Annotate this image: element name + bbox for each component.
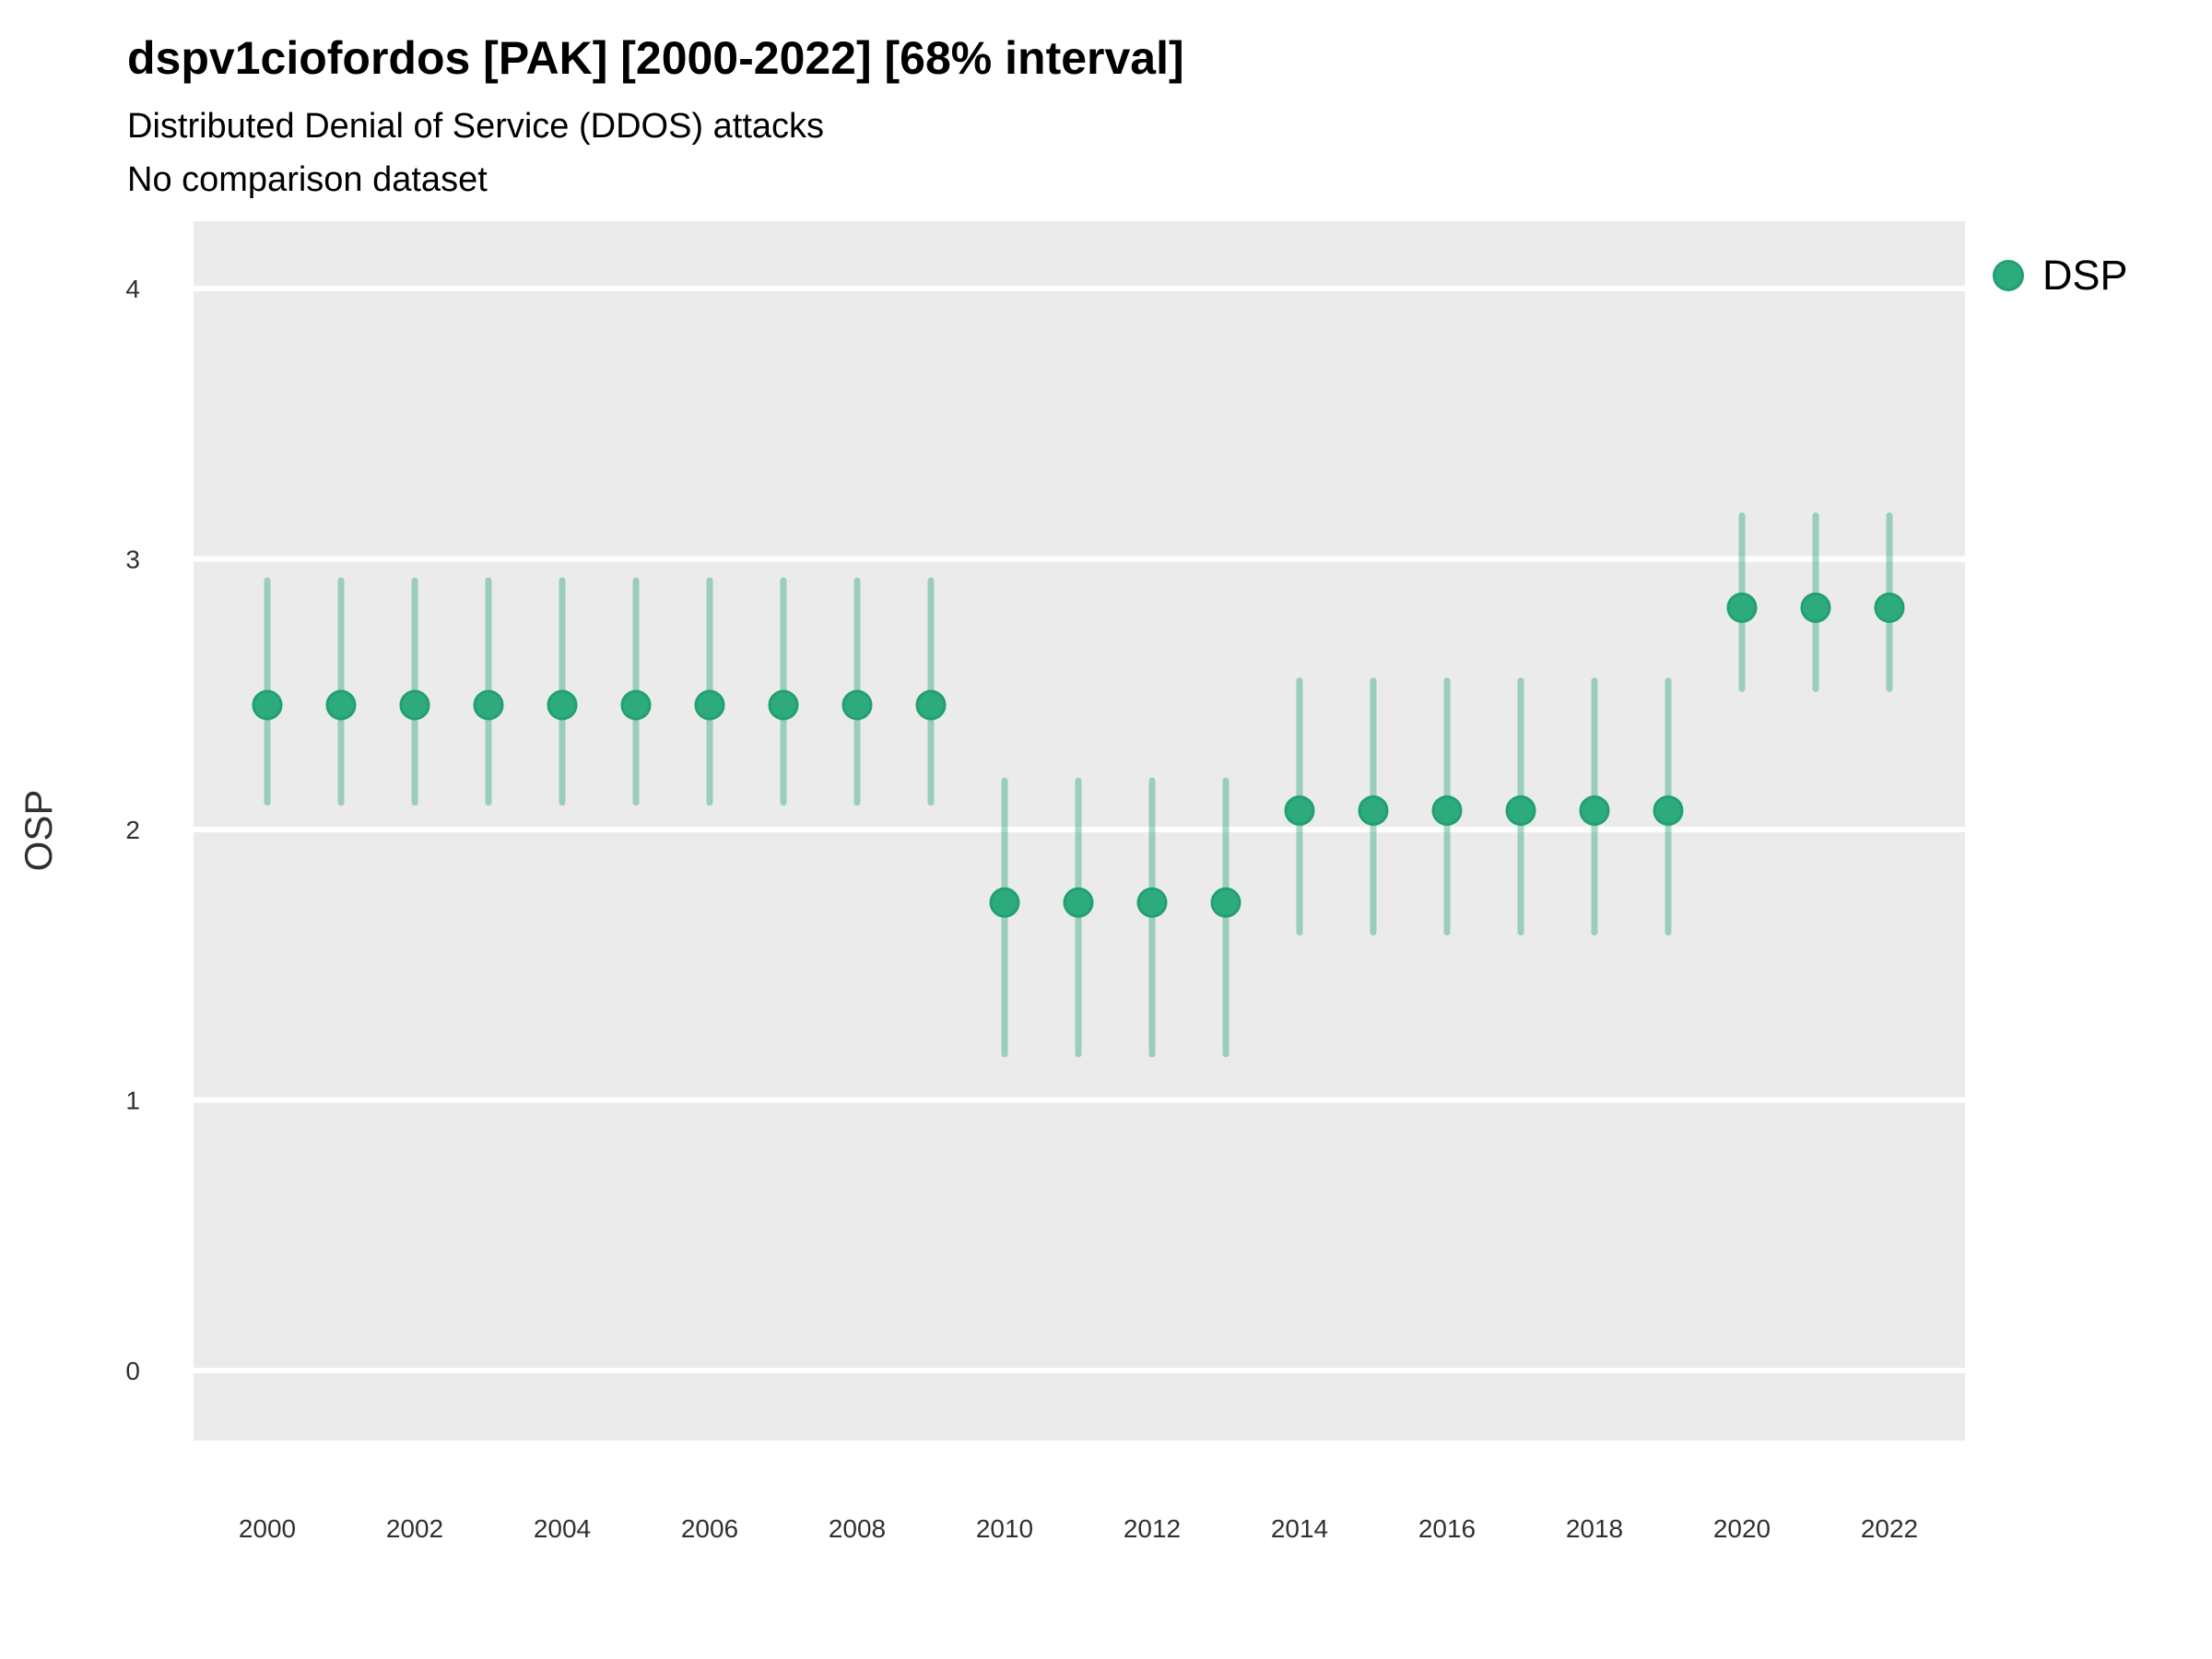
point-2020 [1726,592,1758,623]
y-tick-label-4: 4 [125,275,140,303]
chart-subtitle: Distributed Denial of Service (DDOS) att… [127,107,825,146]
x-tick-label-2022: 2022 [1861,1514,1918,1543]
point-2006 [694,689,725,721]
point-2007 [768,689,799,721]
point-2001 [325,689,357,721]
point-2003 [473,689,504,721]
point-2014 [1284,794,1315,826]
point-2017 [1505,794,1536,826]
point-2004 [547,689,578,721]
x-tick-label-2002: 2002 [386,1514,443,1543]
x-tick-label-2018: 2018 [1566,1514,1623,1543]
x-tick-label-2020: 2020 [1713,1514,1771,1543]
legend: DSP [1993,254,2128,296]
point-2000 [252,689,283,721]
x-tick-label-2008: 2008 [829,1514,886,1543]
x-tick-label-2000: 2000 [239,1514,296,1543]
y-tick-label-2: 2 [125,816,140,844]
x-tick-label-2014: 2014 [1271,1514,1328,1543]
point-2015 [1358,794,1389,826]
y-tick-label-1: 1 [125,1086,140,1114]
x-tick-label-2006: 2006 [681,1514,738,1543]
legend-point-icon [1993,259,2024,291]
point-2013 [1210,887,1241,918]
comparison-note: No comparison dataset [127,160,488,199]
legend-label: DSP [2042,252,2128,299]
y-tick-label-0: 0 [125,1357,140,1385]
point-2009 [915,689,947,721]
y-axis-title: OSP [17,790,60,872]
x-tick-label-2012: 2012 [1124,1514,1181,1543]
point-2002 [399,689,430,721]
point-2016 [1431,794,1463,826]
point-2021 [1800,592,1831,623]
x-tick-label-2004: 2004 [534,1514,591,1543]
point-2018 [1579,794,1610,826]
x-tick-label-2016: 2016 [1418,1514,1476,1543]
point-2019 [1653,794,1684,826]
y-tick-label-3: 3 [125,545,140,573]
chart-title: dspv1ciofordos [PAK] [2000-2022] [68% in… [127,32,1184,84]
point-2022 [1874,592,1905,623]
point-2012 [1136,887,1168,918]
x-tick-label-2010: 2010 [976,1514,1033,1543]
point-2008 [841,689,873,721]
point-2010 [989,887,1020,918]
point-2005 [620,689,652,721]
point-2011 [1063,887,1094,918]
